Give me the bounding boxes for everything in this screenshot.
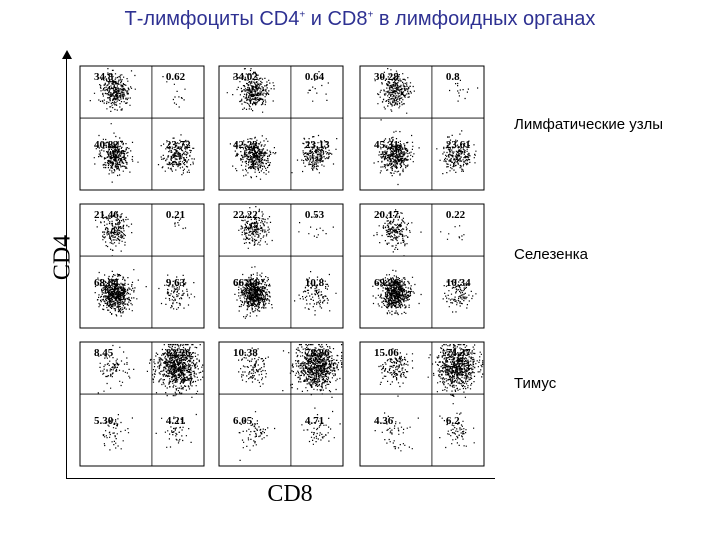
dot-cloud [97, 344, 204, 451]
title-suffix: в лимфоидных органах [373, 8, 596, 30]
dot-cloud [373, 68, 479, 186]
quadrant-value: 30.28 [374, 71, 399, 83]
title-sup-1: + [299, 9, 306, 21]
quadrant-value: 4.71 [305, 415, 324, 427]
quadrant-value: 23.13 [305, 139, 330, 151]
dot-plot-2-0: 8.45 82.26 5.30 4.21 [79, 341, 205, 467]
plot-frame [218, 203, 344, 329]
dot-cloud [226, 68, 338, 180]
plot-frame [79, 203, 205, 329]
quadrant-value: 9.63 [166, 277, 186, 289]
title-prefix: Т-лимфоциты CD4 [124, 8, 300, 30]
y-axis-arrow [62, 50, 72, 59]
quadrant-value: 45.31 [374, 139, 399, 151]
quadrant-value: 4.21 [166, 415, 185, 427]
plot-frame [218, 65, 344, 191]
quadrant-value: 6.05 [233, 415, 253, 427]
dot-plot-0-2: 30.28 0.8 45.31 23.61 [359, 65, 485, 191]
quadrant-value: 0.8 [446, 71, 460, 83]
quadrant-value: 10.34 [446, 277, 471, 289]
quadrant-value: 68.64 [94, 277, 119, 289]
dot-plot-2-2: 15.06 74.37 4.36 6.2 [359, 341, 485, 467]
slide-title: Т-лимфоциты CD4+ и CD8+ в лимфоидных орг… [0, 8, 720, 31]
title-sup-2: + [367, 9, 374, 21]
plot-frame [79, 341, 205, 467]
dot-plot-0-1: 34.02 0.64 42.22 23.13 [218, 65, 344, 191]
plot-frame [359, 341, 485, 467]
quadrant-value: 10.38 [233, 347, 258, 359]
quadrant-value: 0.62 [166, 71, 186, 83]
quadrant-value: 69.26 [374, 277, 399, 289]
main-axes-frame [66, 56, 495, 479]
quadrant-value: 10.8 [305, 277, 325, 289]
title-middle: и CD8 [305, 8, 368, 30]
quadrant-value: 82.26 [166, 347, 191, 359]
plot-frame [79, 65, 205, 191]
quadrant-value: 34.8 [94, 71, 114, 83]
quadrant-value: 0.64 [305, 71, 325, 83]
dot-plot-0-0: 34.8 0.62 40.82 23.72 [79, 65, 205, 191]
quadrant-value: 66.44 [233, 277, 258, 289]
dot-plot-2-1: 10.38 78.86 6.05 4.71 [218, 341, 344, 467]
quadrant-value: 78.86 [305, 347, 330, 359]
quadrant-value: 15.06 [374, 347, 399, 359]
plot-frame [218, 341, 344, 467]
plot-frame [359, 65, 485, 191]
dot-cloud [94, 212, 196, 317]
dot-plot-1-1: 22.22 0.53 66.44 10.8 [218, 203, 344, 329]
dot-cloud [234, 206, 337, 319]
organ-label-thymus: Тимус [514, 375, 557, 392]
dot-cloud [374, 344, 484, 452]
organ-label-spleen: Селезенка [514, 246, 589, 263]
quadrant-value: 4.36 [374, 415, 394, 427]
x-axis-label: CD8 [267, 481, 313, 507]
quadrant-value: 20.17 [374, 209, 399, 221]
quadrant-value: 0.21 [166, 209, 185, 221]
dot-plot-1-0: 21.46 0.21 68.64 9.63 [79, 203, 205, 329]
quadrant-value: 21.46 [94, 209, 119, 221]
quadrant-value: 23.61 [446, 139, 471, 151]
quadrant-value: 8.45 [94, 347, 114, 359]
quadrant-value: 40.82 [94, 139, 119, 151]
dot-cloud [238, 344, 343, 461]
quadrant-value: 0.53 [305, 209, 325, 221]
organ-label-lymph-nodes: Лимфатические узлы [514, 116, 663, 133]
quadrant-value: 0.22 [446, 209, 466, 221]
quadrant-value: 74.37 [446, 347, 471, 359]
quadrant-value: 23.72 [166, 139, 191, 151]
quadrant-value: 34.02 [233, 71, 258, 83]
dot-cloud [372, 209, 477, 316]
dot-cloud [89, 68, 195, 183]
quadrant-value: 5.30 [94, 415, 114, 427]
quadrant-value: 22.22 [233, 209, 258, 221]
plot-frame [359, 203, 485, 329]
quadrant-value: 42.22 [233, 139, 258, 151]
dot-plot-1-2: 20.17 0.22 69.26 10.34 [359, 203, 485, 329]
quadrant-value: 6.2 [446, 415, 460, 427]
